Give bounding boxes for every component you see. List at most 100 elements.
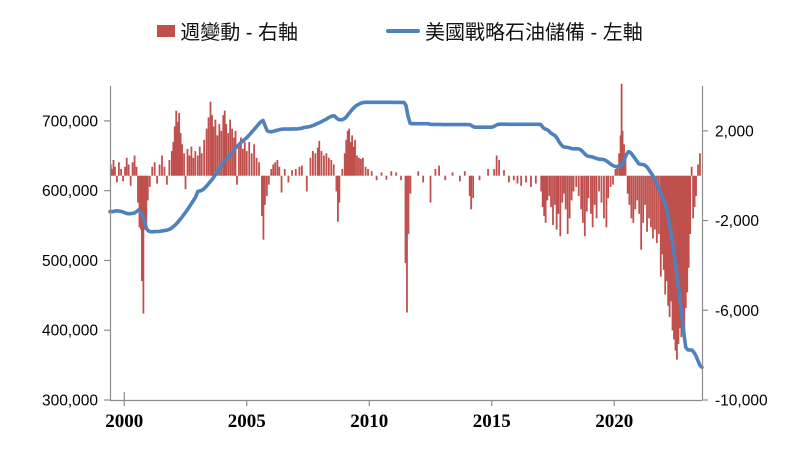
- weekly-change-bar: [214, 119, 217, 176]
- weekly-change-bar: [652, 175, 654, 239]
- weekly-change-bar: [183, 153, 185, 176]
- weekly-change-bar: [274, 162, 277, 176]
- weekly-change-bar: [318, 140, 321, 176]
- weekly-change-bar: [153, 162, 156, 176]
- weekly-change-bar: [229, 119, 232, 176]
- x-axis-label: 2000: [105, 411, 143, 432]
- weekly-change-bar: [493, 168, 496, 176]
- weekly-change-bar: [343, 153, 346, 176]
- weekly-change-bar: [316, 147, 319, 176]
- weekly-change-bar: [262, 175, 265, 240]
- weekly-change-bar: [577, 175, 580, 196]
- weekly-change-bar: [145, 175, 148, 227]
- weekly-change-bar: [112, 160, 115, 176]
- weekly-change-bar: [684, 175, 687, 309]
- weekly-change-bar: [120, 168, 122, 176]
- weekly-change-bar: [687, 175, 690, 268]
- weekly-change-bar: [697, 164, 699, 176]
- weekly-change-bar: [122, 175, 124, 182]
- weekly-change-bar: [163, 166, 166, 176]
- weekly-change-bar: [668, 175, 671, 318]
- legend-label-spr: 美國戰略石油儲備 - 左軸: [425, 22, 643, 44]
- weekly-change-bar: [276, 160, 279, 176]
- weekly-change-bar: [630, 175, 633, 219]
- weekly-change-bar: [205, 128, 208, 176]
- weekly-change-bar: [478, 175, 481, 181]
- weekly-change-bar: [417, 171, 420, 176]
- weekly-change-bar: [358, 157, 360, 176]
- weekly-change-bar: [409, 175, 412, 194]
- weekly-change-bar: [305, 175, 308, 192]
- weekly-change-bar: [503, 170, 505, 176]
- weekly-change-bar: [638, 175, 641, 214]
- weekly-change-bar: [352, 146, 355, 176]
- weekly-change-bar: [575, 175, 578, 187]
- x-axis-label: 2005: [228, 411, 266, 432]
- weekly-change-bar: [520, 175, 523, 186]
- weekly-change-bar: [143, 175, 146, 230]
- left-axis-label: 600,000: [42, 183, 98, 200]
- weekly-change-bar: [172, 142, 175, 176]
- weekly-change-bar: [138, 175, 141, 228]
- weekly-change-bar: [184, 175, 187, 190]
- weekly-change-bar: [525, 175, 527, 183]
- weekly-change-bar: [218, 124, 221, 176]
- weekly-change-bar: [646, 175, 648, 232]
- weekly-change-bar: [385, 175, 388, 180]
- weekly-change-bar: [561, 175, 564, 203]
- weekly-change-bar: [507, 175, 510, 183]
- weekly-change-bar: [140, 175, 142, 230]
- weekly-change-bar: [207, 117, 210, 176]
- weekly-change-bar: [124, 166, 126, 176]
- weekly-change-bars: [109, 83, 701, 360]
- left-axis-label: 500,000: [42, 253, 98, 270]
- weekly-change-bar: [223, 110, 226, 176]
- weekly-change-bar: [375, 175, 378, 181]
- weekly-change-bar: [498, 160, 500, 176]
- weekly-change-bar: [563, 175, 565, 194]
- weekly-change-bar: [188, 155, 191, 176]
- weekly-change-bar: [699, 153, 701, 176]
- weekly-change-bar: [309, 157, 312, 176]
- weekly-change-bar: [587, 175, 590, 199]
- weekly-change-bar: [555, 175, 558, 230]
- weekly-change-bar: [196, 155, 199, 176]
- weekly-change-bar: [337, 175, 339, 222]
- weekly-change-bar: [261, 175, 263, 217]
- weekly-change-bar: [595, 175, 598, 219]
- weekly-change-bar: [634, 175, 637, 210]
- weekly-change-bar: [243, 142, 246, 176]
- right-axis-label: -10,000: [715, 393, 768, 410]
- weekly-change-bar: [534, 175, 537, 184]
- weekly-change-bar: [648, 175, 650, 219]
- weekly-change-bar: [146, 175, 149, 201]
- weekly-change-bar: [644, 175, 646, 205]
- weekly-change-bar: [238, 144, 240, 176]
- legend-swatch-spr-icon: [386, 28, 420, 33]
- weekly-change-bar: [661, 175, 664, 255]
- weekly-change-bar: [291, 170, 293, 176]
- weekly-change-bar: [429, 175, 432, 203]
- weekly-change-bar: [129, 175, 132, 186]
- legend-item-spr: 美國戰略石油儲備 - 左軸: [386, 16, 643, 45]
- weekly-change-bar: [632, 175, 635, 223]
- weekly-change-bar: [407, 175, 410, 235]
- weekly-change-bar: [690, 166, 693, 176]
- weekly-change-bar: [400, 175, 402, 181]
- weekly-change-bar: [194, 151, 197, 176]
- left-axis-label: 700,000: [42, 113, 98, 130]
- weekly-change-bar: [693, 175, 696, 208]
- weekly-change-bar: [609, 175, 612, 187]
- right-axis-label: -6,000: [715, 303, 759, 320]
- right-axis-label: 2,000: [715, 123, 754, 140]
- left-axis-label: 400,000: [42, 323, 98, 340]
- weekly-change-bar: [677, 175, 680, 344]
- weekly-change-bar: [186, 148, 189, 176]
- weekly-change-bar: [686, 175, 689, 293]
- weekly-change-bar: [346, 130, 349, 176]
- axes: [104, 86, 708, 406]
- weekly-change-bar: [241, 148, 244, 176]
- weekly-change-bar: [114, 166, 116, 176]
- weekly-change-bar: [607, 175, 609, 199]
